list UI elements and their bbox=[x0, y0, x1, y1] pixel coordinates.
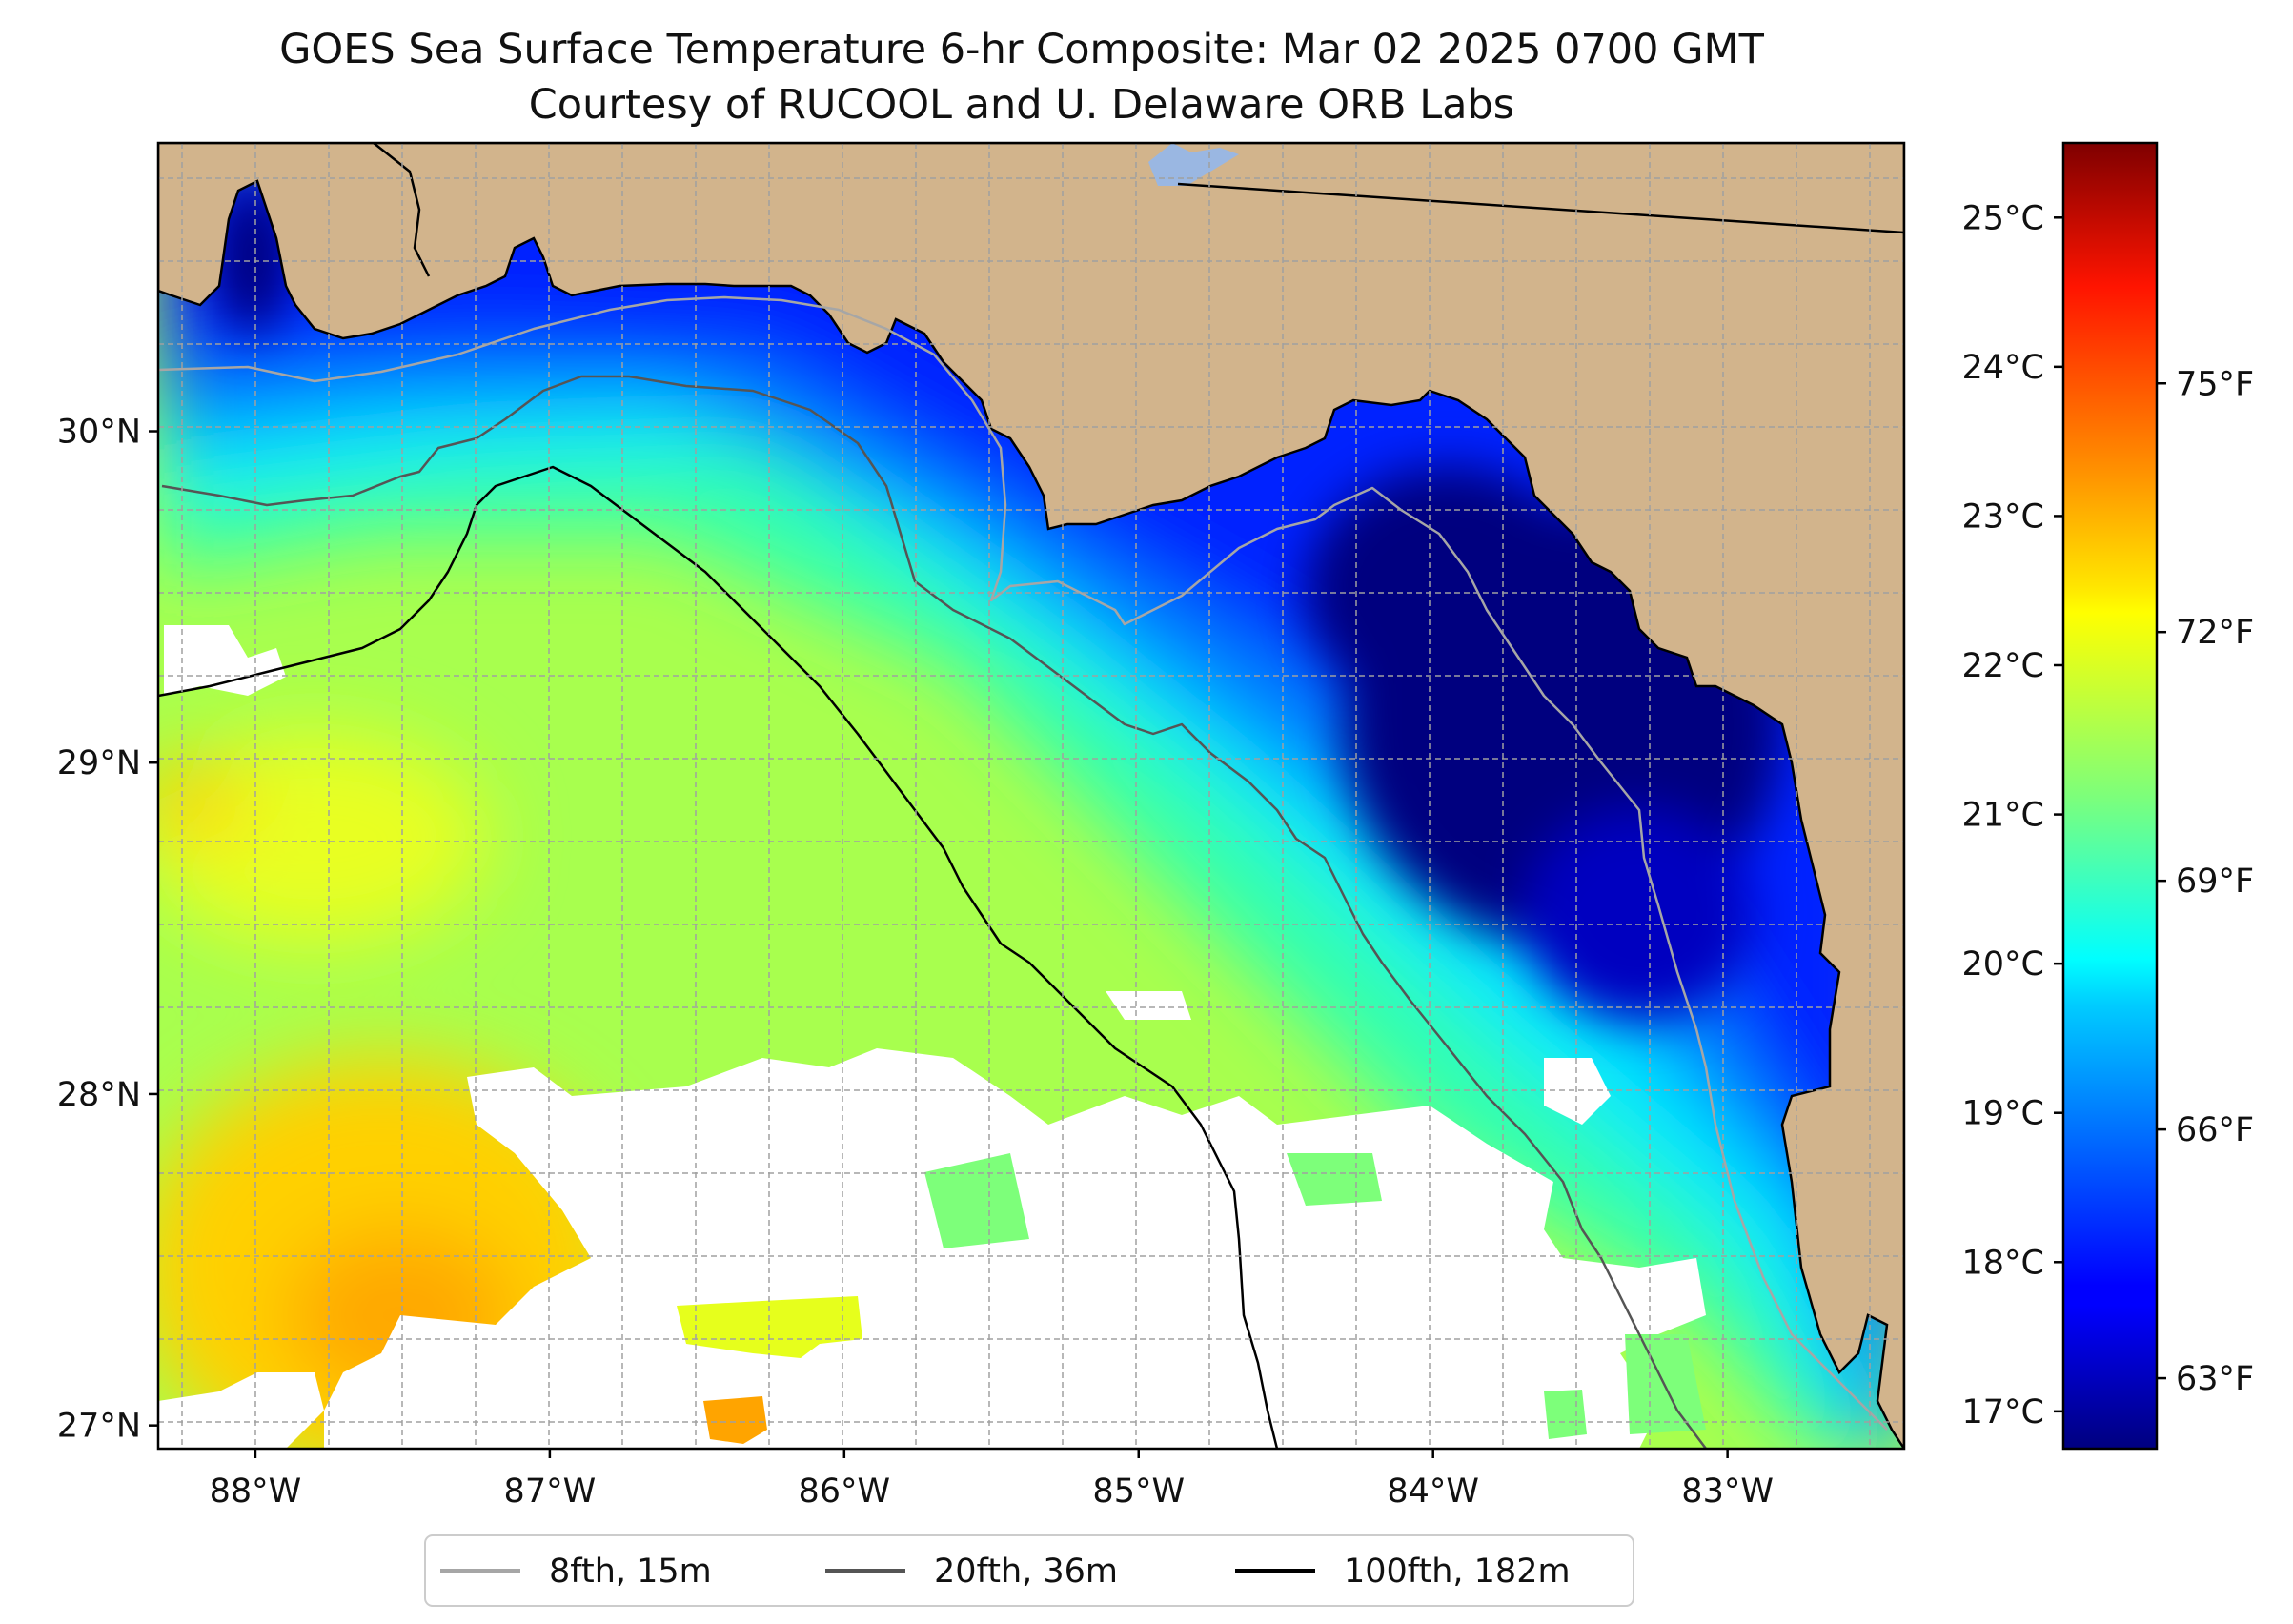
map-panel bbox=[158, 143, 1904, 1449]
lon-tick-label: 88°W bbox=[210, 1472, 302, 1511]
legend-label: 100fth, 182m bbox=[1344, 1553, 1571, 1591]
lon-tick-label: 86°W bbox=[798, 1472, 890, 1511]
map-frame bbox=[156, 141, 1906, 1451]
fahrenheit-tick-label: 75°F bbox=[2176, 365, 2254, 403]
celsius-tick-label: 20°C bbox=[1962, 945, 2044, 984]
lon-tick-label: 87°W bbox=[504, 1472, 597, 1511]
legend-label: 8fth, 15m bbox=[549, 1553, 712, 1591]
lake bbox=[1148, 143, 1239, 186]
legend: 8fth, 15m 20fth, 36m 100fth, 182m bbox=[440, 1553, 1571, 1591]
lon-tick-label: 84°W bbox=[1387, 1472, 1479, 1511]
cloud-mask bbox=[158, 625, 1706, 1449]
legend-label: 20fth, 36m bbox=[934, 1553, 1118, 1591]
latitude-ticks: 27°N 28°N 29°N 30°N bbox=[57, 414, 158, 1446]
figure-title-line2: Courtesy of RUCOOL and U. Delaware ORB L… bbox=[529, 81, 1514, 129]
lat-tick-label: 27°N bbox=[57, 1408, 141, 1446]
celsius-tick-label: 18°C bbox=[1962, 1244, 2044, 1282]
fahrenheit-tick-label: 72°F bbox=[2176, 614, 2254, 652]
legend-box bbox=[424, 1534, 1634, 1607]
lon-tick-label: 83°W bbox=[1681, 1472, 1774, 1511]
celsius-tick-label: 19°C bbox=[1962, 1095, 2044, 1133]
longitude-ticks: 88°W 87°W 86°W 85°W 84°W 83°W bbox=[210, 1449, 1774, 1511]
graticule bbox=[158, 143, 1904, 1449]
celsius-tick-label: 25°C bbox=[1962, 199, 2044, 237]
colorbar bbox=[2061, 141, 2159, 1451]
celsius-tick-label: 22°C bbox=[1962, 647, 2044, 685]
colorbar-celsius-axis: 17°C 18°C 19°C 20°C 21°C 22°C 23°C 24°C 25°C bbox=[1962, 199, 2063, 1431]
celsius-tick-label: 23°C bbox=[1962, 497, 2044, 536]
celsius-tick-label: 24°C bbox=[1962, 349, 2044, 387]
lat-tick-label: 30°N bbox=[57, 414, 141, 452]
lat-tick-label: 28°N bbox=[57, 1076, 141, 1114]
lon-tick-label: 85°W bbox=[1092, 1472, 1185, 1511]
fahrenheit-tick-label: 66°F bbox=[2176, 1111, 2254, 1149]
state-boundaries bbox=[373, 143, 1904, 277]
land-mass bbox=[158, 143, 1904, 1449]
celsius-tick-label: 21°C bbox=[1962, 797, 2044, 835]
fahrenheit-tick-label: 63°F bbox=[2176, 1360, 2254, 1398]
celsius-tick-label: 17°C bbox=[1962, 1393, 2044, 1431]
lat-tick-label: 29°N bbox=[57, 744, 141, 782]
colorbar-fahrenheit-axis: 63°F 66°F 69°F 72°F 75°F bbox=[2157, 365, 2254, 1398]
fahrenheit-tick-label: 69°F bbox=[2176, 863, 2254, 901]
isobath-lines bbox=[158, 295, 1888, 1449]
figure-title-line1: GOES Sea Surface Temperature 6-hr Compos… bbox=[279, 26, 1765, 73]
